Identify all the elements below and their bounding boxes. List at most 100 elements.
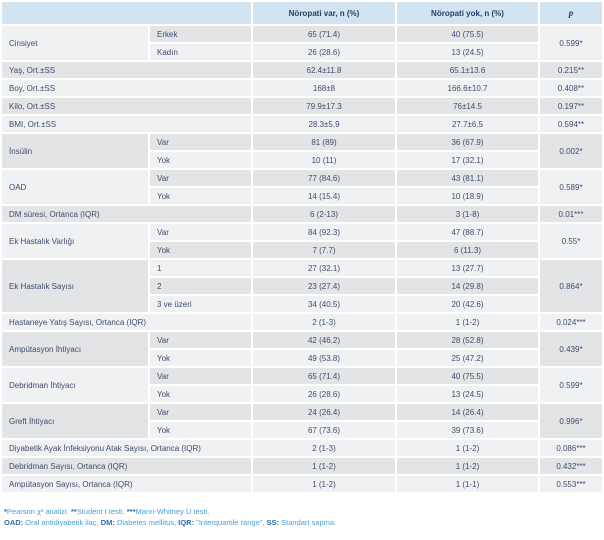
statistics-table: Nöropati var, n (%) Nöropati yok, n (%) p … xyxy=(2,2,602,492)
neuropathy-yes-value-cell: 65 (71.4) xyxy=(253,368,395,384)
category-cell: Ek Hastalık Varlığı xyxy=(2,224,148,258)
subcategory-cell: 3 ve üzeri xyxy=(150,296,251,312)
table-row: Yok 14 (15.4) 10 (18.9) xyxy=(2,188,602,204)
p-value-cell: 0.002* xyxy=(540,134,602,168)
category-cell: DM süresi, Ortanca (IQR) xyxy=(2,206,251,222)
neuropathy-no-value-cell: 13 (27.7) xyxy=(397,260,538,276)
neuropathy-yes-value-cell: 34 (40.5) xyxy=(253,296,395,312)
neuropathy-no-value-cell: 43 (81.1) xyxy=(397,170,538,186)
footnote-bold-text: SS: xyxy=(266,518,280,527)
category-cell: Debridman Sayısı, Ortanca (IQR) xyxy=(2,458,251,474)
category-cell: Hastaneye Yatış Sayısı, Ortanca (IQR) xyxy=(2,314,251,330)
neuropathy-yes-value-cell: 62.4±11.8 xyxy=(253,62,395,78)
p-value-cell: 0.432*** xyxy=(540,458,602,474)
neuropathy-no-value-cell: 14 (29.8) xyxy=(397,278,538,294)
neuropathy-no-value-cell: 13 (24.5) xyxy=(397,386,538,402)
footnote-bold-text: * xyxy=(4,507,7,516)
p-value-cell: 0.594** xyxy=(540,116,602,132)
table-row: Ek Hastalık Varlığı Var 84 (92.3) 47 (88.7)… xyxy=(2,224,602,258)
footnote-bold-text: OAD: xyxy=(4,518,24,527)
subcategory-cell: Var xyxy=(150,170,251,186)
p-value-cell: 0.996* xyxy=(540,404,602,438)
neuropathy-yes-value-cell: 24 (26.4) xyxy=(253,404,395,420)
neuropathy-yes-value-cell: 79.9±17.3 xyxy=(253,98,395,114)
neuropathy-yes-value-cell: 65 (71.4) xyxy=(253,26,395,42)
subcategory-cell: Yok xyxy=(150,242,251,258)
neuropathy-no-value-cell: 76±14.5 xyxy=(397,98,538,114)
table-row: Cinsiyet Erkek 65 (71.4) 40 (75.5) 0.599* xyxy=(2,26,602,60)
p-value-cell: 0.01*** xyxy=(540,206,602,222)
table-row: Debridman Sayısı, Ortanca (IQR) 1 (1-2) 1 … xyxy=(2,458,602,474)
neuropathy-no-value-cell: 6 (11.3) xyxy=(397,242,538,258)
footnote-abbreviations: OAD: Oral antidiyabetik ilaç, DM: Diabet… xyxy=(4,517,604,528)
footnote-text: "Interquartile range", xyxy=(194,518,267,527)
column-header-neuropathy-no: Nöropati yok, n (%) xyxy=(397,2,538,24)
table-row: Boy, Ort.±SS 168±8 166.6±10.7 0.408** xyxy=(2,80,602,96)
column-header-neuropathy-yes: Nöropati var, n (%) xyxy=(253,2,395,24)
neuropathy-yes-value-cell: 10 (11) xyxy=(253,152,395,168)
neuropathy-no-value-cell: 13 (24.5) xyxy=(397,44,538,60)
category-cell: Yaş, Ort.±SS xyxy=(2,62,251,78)
category-cell: Boy, Ort.±SS xyxy=(2,80,251,96)
category-cell: Ampütasyon İhtiyacı xyxy=(2,332,148,366)
p-value-cell: 0.086*** xyxy=(540,440,602,456)
footnote-bold-text: IQR: xyxy=(178,518,195,527)
neuropathy-no-value-cell: 47 (88.7) xyxy=(397,224,538,240)
table-row: Yaş, Ort.±SS 62.4±11.8 65.1±13.6 0.215** xyxy=(2,62,602,78)
neuropathy-yes-value-cell: 1 (1-2) xyxy=(253,458,395,474)
neuropathy-yes-value-cell: 42 (46.2) xyxy=(253,332,395,348)
table-row: DM süresi, Ortanca (IQR) 6 (2-13) 3 (1-8) 0… xyxy=(2,206,602,222)
neuropathy-no-value-cell: 1 (1-1) xyxy=(397,476,538,492)
p-value-cell: 0.408** xyxy=(540,80,602,96)
category-cell: İnsülin xyxy=(2,134,148,168)
subcategory-cell: Var xyxy=(150,134,251,150)
neuropathy-no-value-cell: 10 (18.9) xyxy=(397,188,538,204)
category-cell: Cinsiyet xyxy=(2,26,148,60)
neuropathy-no-value-cell: 3 (1-8) xyxy=(397,206,538,222)
table-row: Ampütasyon Sayısı, Ortanca (IQR) 1 (1-2) 1… xyxy=(2,476,602,492)
table-footnotes: *Pearson χ² analizi. **Student t testi. … xyxy=(0,506,604,528)
table-row: Kadın 26 (28.6) 13 (24.5) xyxy=(2,44,602,60)
p-value-cell: 0.439* xyxy=(540,332,602,366)
p-value-cell: 0.553*** xyxy=(540,476,602,492)
table-row: Kilo, Ort.±SS 79.9±17.3 76±14.5 0.197** xyxy=(2,98,602,114)
neuropathy-no-value-cell: 65.1±13.6 xyxy=(397,62,538,78)
table-row: Ampütasyon İhtiyacı Var 42 (46.2) 28 (52.8)… xyxy=(2,332,602,366)
subcategory-cell: Yok xyxy=(150,386,251,402)
neuropathy-yes-value-cell: 28.3±5.9 xyxy=(253,116,395,132)
table-row: Yok 67 (73.6) 39 (73.6) xyxy=(2,422,602,438)
subcategory-cell: Var xyxy=(150,404,251,420)
category-cell: BMI, Ort.±SS xyxy=(2,116,251,132)
category-cell: Ampütasyon Sayısı, Ortanca (IQR) xyxy=(2,476,251,492)
neuropathy-yes-value-cell: 23 (27.4) xyxy=(253,278,395,294)
subcategory-cell: 2 xyxy=(150,278,251,294)
header-blank-cell xyxy=(2,2,251,24)
table-row: BMI, Ort.±SS 28.3±5.9 27.7±6.5 0.594** xyxy=(2,116,602,132)
neuropathy-no-value-cell: 1 (1-2) xyxy=(397,458,538,474)
neuropathy-no-value-cell: 36 (67.9) xyxy=(397,134,538,150)
footnote-bold-text: *** xyxy=(126,507,136,516)
neuropathy-yes-value-cell: 2 (1-3) xyxy=(253,440,395,456)
neuropathy-yes-value-cell: 81 (89) xyxy=(253,134,395,150)
neuropathy-yes-value-cell: 14 (15.4) xyxy=(253,188,395,204)
subcategory-cell: Var xyxy=(150,332,251,348)
subcategory-cell: Yok xyxy=(150,422,251,438)
footnote-bold-text: DM: xyxy=(100,518,115,527)
neuropathy-no-value-cell: 40 (75.5) xyxy=(397,368,538,384)
p-value-cell: 0.589* xyxy=(540,170,602,204)
subcategory-cell: Var xyxy=(150,368,251,384)
neuropathy-yes-value-cell: 77 (84.6) xyxy=(253,170,395,186)
table-row: Greft İhtiyacı Var 24 (26.4) 14 (26.4) 0.996… xyxy=(2,404,602,438)
table-header: Nöropati var, n (%) Nöropati yok, n (%) p xyxy=(2,2,602,24)
footnote-tests: *Pearson χ² analizi. **Student t testi. … xyxy=(4,506,604,517)
p-value-cell: 0.215** xyxy=(540,62,602,78)
category-cell: OAD xyxy=(2,170,148,204)
neuropathy-yes-value-cell: 1 (1-2) xyxy=(253,476,395,492)
footnote-text: Oral antidiyabetik ilaç, xyxy=(23,518,101,527)
subcategory-cell: Erkek xyxy=(150,26,251,42)
footnote-bold-text: ** xyxy=(70,507,77,516)
neuropathy-yes-value-cell: 168±8 xyxy=(253,80,395,96)
neuropathy-no-value-cell: 25 (47.2) xyxy=(397,350,538,366)
p-value-cell: 0.599* xyxy=(540,26,602,60)
neuropathy-yes-value-cell: 84 (92.3) xyxy=(253,224,395,240)
